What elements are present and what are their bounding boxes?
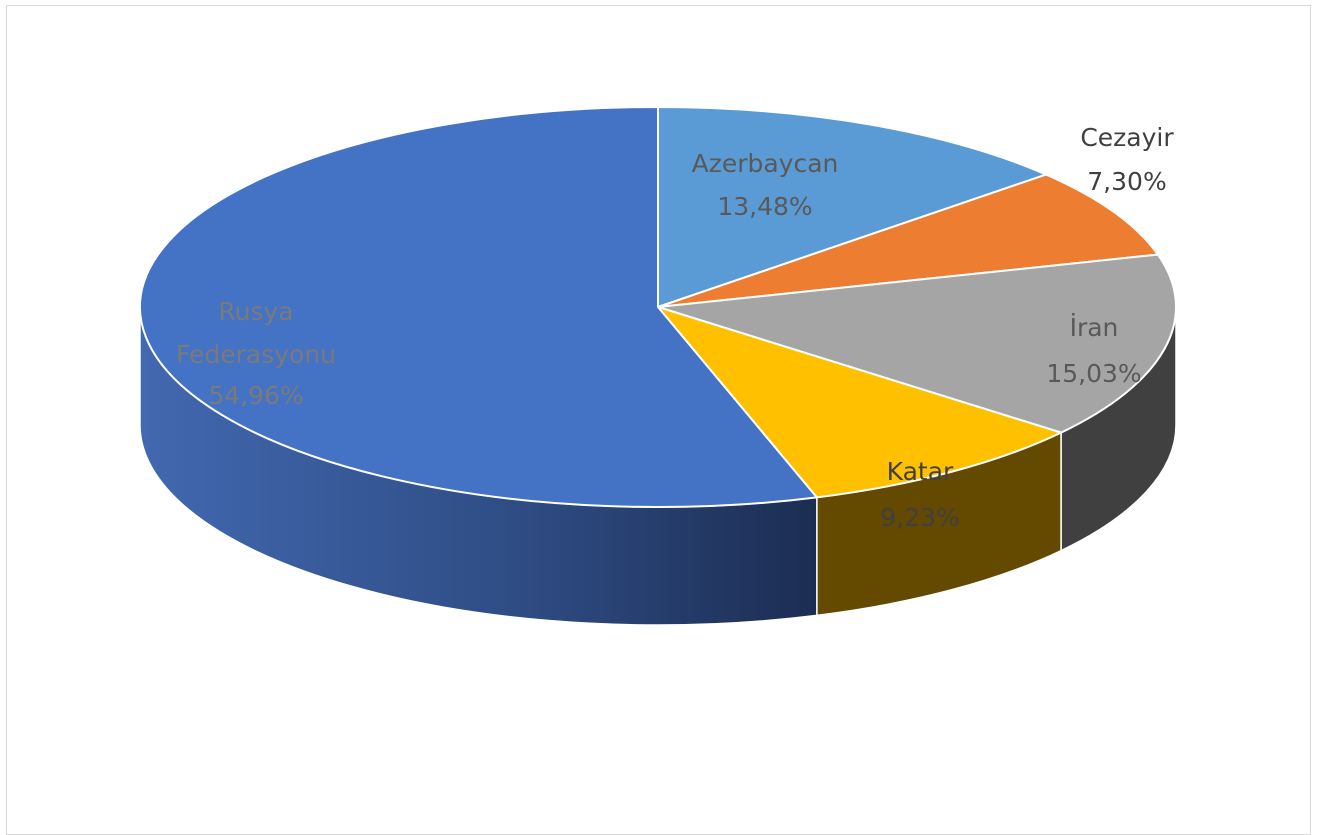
pie-slice-katar[interactable] [657, 306, 1063, 499]
data-label-category: Katar [887, 457, 954, 486]
data-label-value: 54,96% [208, 381, 303, 410]
data-label-category: İran [1070, 313, 1119, 342]
data-label-rusya-federasyonu: Rusya Federasyonu 54,96% [176, 297, 336, 410]
pie-slice-iran[interactable] [657, 253, 1177, 434]
data-label-category: Cezayir [1080, 123, 1174, 152]
data-label-cezayir: Cezayir 7,30% [1080, 123, 1174, 196]
data-label-value: 15,03% [1046, 359, 1141, 388]
data-label-category: Azerbaycan [692, 149, 839, 178]
data-label-iran: İran 15,03% [1046, 313, 1141, 388]
data-label-value: 9,23% [880, 503, 959, 532]
data-label-azerbaycan: Azerbaycan 13,48% [692, 149, 839, 221]
pie-slices [139, 106, 1177, 508]
pie-sides [139, 306, 1177, 626]
data-label-category: Rusya [218, 297, 293, 326]
pie-slice-azerbaycan[interactable] [657, 106, 1048, 308]
data-labels: Azerbaycan 13,48% Cezayir 7,30% İran 15,03% Ka… [176, 123, 1174, 532]
data-label-katar: Katar 9,23% [880, 457, 959, 532]
data-label-category: Federasyonu [176, 340, 336, 369]
pie-slice-rusya-federasyonu[interactable] [139, 106, 818, 508]
data-label-value: 13,48% [717, 192, 812, 221]
data-label-value: 7,30% [1087, 167, 1166, 196]
pie-slice-cezayir[interactable] [657, 173, 1159, 308]
